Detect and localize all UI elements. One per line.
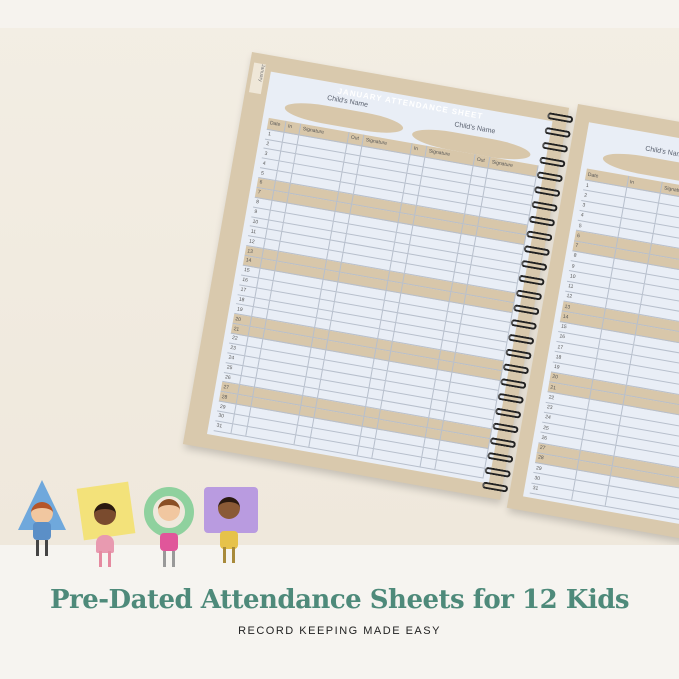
spiral-ring <box>546 112 574 124</box>
spiral-ring <box>505 348 532 360</box>
tagline: RECORD KEEPING MADE EASY <box>238 625 441 637</box>
spiral-ring <box>523 244 551 257</box>
circle-shape <box>144 487 194 537</box>
spiral-ring <box>497 392 525 405</box>
spiral-ring <box>528 215 556 227</box>
spiral-ring <box>512 304 540 316</box>
spiral-ring <box>525 230 553 242</box>
spiral-ring <box>536 171 564 183</box>
attendance-table: Date In Signature Out Signature In Signature Ou… <box>213 117 539 479</box>
top-strip <box>0 0 679 28</box>
entry-cell[interactable] <box>231 424 249 436</box>
spiral-ring <box>499 377 527 390</box>
spiral-ring <box>541 141 569 153</box>
spiral-ring <box>492 422 519 434</box>
spiral-ring <box>515 289 543 301</box>
spiral-ring <box>538 156 566 168</box>
entry-cell[interactable] <box>294 435 312 447</box>
headline: Pre-Dated Attendance Sheets for 12 Kids <box>49 585 630 615</box>
spiral-ring <box>502 363 530 375</box>
entry-cell[interactable] <box>420 457 438 470</box>
spiral-ring <box>533 185 561 198</box>
month-tab: January <box>248 62 267 95</box>
spiral-ring <box>486 451 514 464</box>
spiral-ring <box>544 126 572 139</box>
entry-cell[interactable] <box>357 446 375 458</box>
footer-banner: Pre-Dated Attendance Sheets for 12 Kids … <box>0 545 679 679</box>
spiral-ring <box>507 333 535 345</box>
spiral-ring <box>531 200 558 213</box>
child-name-label: Child's Name <box>453 121 496 136</box>
spiral-ring <box>520 259 548 272</box>
spiral-ring <box>510 318 538 331</box>
spiral-ring <box>489 436 517 449</box>
spiral-ring <box>494 407 522 419</box>
spiral-ring <box>481 481 509 493</box>
product-photo: January JANUARY ATTENDANCE SHEET Child's… <box>0 0 679 548</box>
date-cell[interactable]: 31 <box>213 421 234 434</box>
spiral-ring <box>484 466 512 478</box>
spiral-ring <box>518 274 545 286</box>
child-name-label: Child's Name <box>644 145 679 160</box>
